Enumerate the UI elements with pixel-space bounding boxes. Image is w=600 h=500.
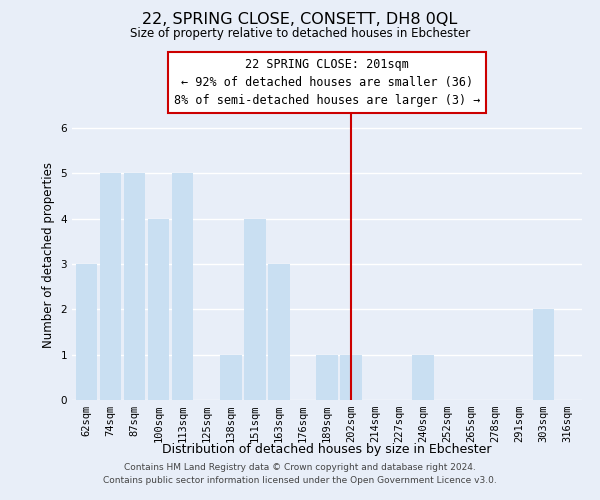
Bar: [148, 219, 169, 400]
Bar: [76, 264, 97, 400]
Bar: [340, 354, 362, 400]
Text: 22 SPRING CLOSE: 201sqm
← 92% of detached houses are smaller (36)
8% of semi-det: 22 SPRING CLOSE: 201sqm ← 92% of detache…: [174, 58, 480, 107]
Bar: [124, 174, 145, 400]
Text: Contains HM Land Registry data © Crown copyright and database right 2024.
Contai: Contains HM Land Registry data © Crown c…: [103, 463, 497, 485]
Text: Distribution of detached houses by size in Ebchester: Distribution of detached houses by size …: [162, 442, 492, 456]
Bar: [220, 354, 242, 400]
Text: Size of property relative to detached houses in Ebchester: Size of property relative to detached ho…: [130, 28, 470, 40]
Bar: [316, 354, 338, 400]
Bar: [268, 264, 290, 400]
Bar: [533, 310, 554, 400]
Text: 22, SPRING CLOSE, CONSETT, DH8 0QL: 22, SPRING CLOSE, CONSETT, DH8 0QL: [142, 12, 458, 28]
Y-axis label: Number of detached properties: Number of detached properties: [42, 162, 55, 348]
Bar: [100, 174, 121, 400]
Bar: [244, 219, 266, 400]
Bar: [172, 174, 193, 400]
Bar: [412, 354, 434, 400]
